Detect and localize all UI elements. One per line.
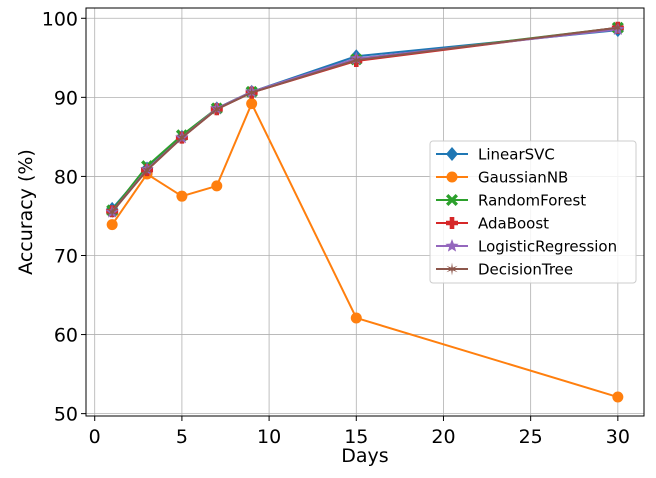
legend-marker bbox=[446, 147, 458, 161]
data-point bbox=[106, 205, 118, 219]
plot-frame bbox=[85, 7, 645, 417]
data-point bbox=[246, 86, 258, 100]
data-point bbox=[211, 102, 223, 116]
legend-item: AdaBoost bbox=[436, 215, 549, 233]
x-axis-label: Days bbox=[341, 445, 388, 467]
legend-marker bbox=[446, 194, 458, 206]
data-point bbox=[612, 21, 624, 35]
legend-label: RandomForest bbox=[478, 192, 586, 210]
series-DecisionTree bbox=[106, 21, 624, 219]
data-point bbox=[176, 131, 188, 145]
y-tick-label: 90 bbox=[54, 87, 78, 109]
legend-item: LinearSVC bbox=[436, 146, 555, 164]
legend-item: RandomForest bbox=[436, 192, 586, 210]
x-tick-label: 30 bbox=[606, 426, 630, 448]
x-tick-label: 10 bbox=[257, 426, 281, 448]
y-tick-label: 50 bbox=[54, 404, 78, 426]
y-axis-label: Accuracy (%) bbox=[15, 149, 37, 275]
data-point bbox=[350, 312, 362, 324]
data-point bbox=[612, 391, 624, 403]
legend-item: LogisticRegression bbox=[436, 238, 617, 256]
legend-marker bbox=[446, 262, 458, 276]
y-tick-label: 60 bbox=[54, 325, 78, 347]
x-tick-label: 5 bbox=[176, 426, 188, 448]
legend-label: LinearSVC bbox=[478, 146, 555, 164]
legend-marker bbox=[445, 239, 459, 252]
legend: LinearSVC GaussianNB RandomForest AdaBoost L… bbox=[429, 140, 637, 284]
legend-item: DecisionTree bbox=[436, 261, 573, 279]
data-point bbox=[350, 53, 362, 67]
legend-box bbox=[429, 140, 637, 284]
data-point bbox=[211, 180, 223, 192]
legend-label: AdaBoost bbox=[478, 215, 549, 233]
y-tick-label: 80 bbox=[54, 166, 78, 188]
legend-marker bbox=[446, 217, 458, 229]
data-point bbox=[106, 219, 118, 231]
legend-label: GaussianNB bbox=[478, 169, 568, 187]
legend-item: GaussianNB bbox=[436, 169, 568, 187]
series-layer bbox=[105, 21, 625, 403]
data-point bbox=[141, 163, 153, 177]
x-tick-label: 0 bbox=[89, 426, 101, 448]
y-tick-label: 100 bbox=[42, 8, 78, 30]
data-point bbox=[246, 98, 258, 110]
x-tick-label: 25 bbox=[519, 426, 543, 448]
legend-label: LogisticRegression bbox=[478, 238, 617, 256]
x-tick-label: 20 bbox=[431, 426, 455, 448]
axes: 0 5 10 15 20 25 30 50 60 70 80 90 100 bbox=[42, 8, 630, 448]
legend-label: DecisionTree bbox=[478, 261, 573, 279]
y-tick-label: 70 bbox=[54, 245, 78, 267]
legend-marker bbox=[446, 171, 458, 183]
data-point bbox=[176, 190, 188, 202]
x-tick-label: 15 bbox=[344, 426, 368, 448]
